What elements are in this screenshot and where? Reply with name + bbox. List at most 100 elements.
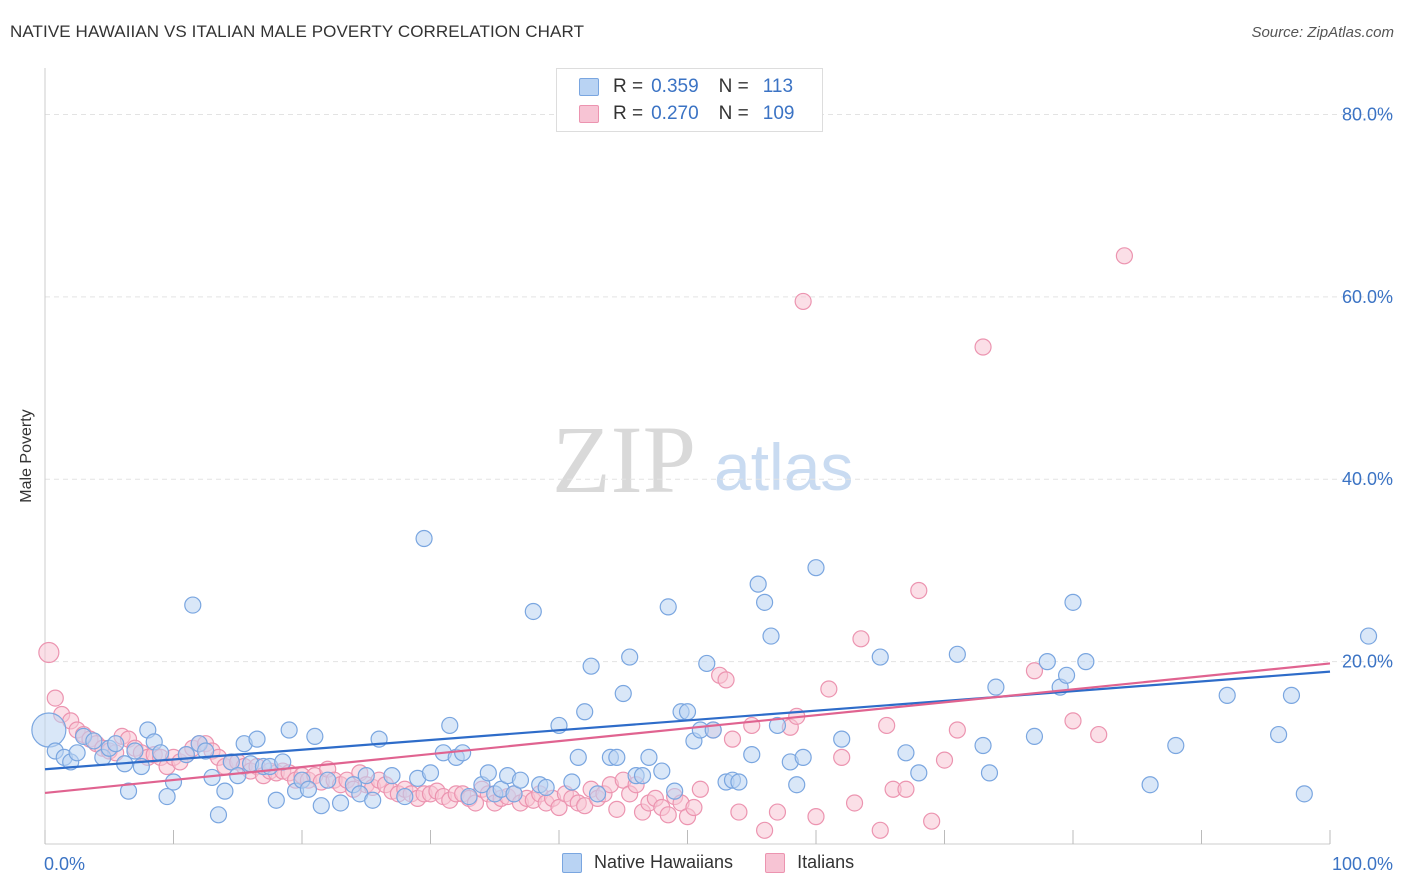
data-point <box>569 748 587 766</box>
data-point <box>762 627 780 645</box>
data-point <box>248 730 266 748</box>
data-point <box>871 648 889 666</box>
data-point <box>685 798 703 817</box>
data-point <box>608 800 626 818</box>
data-point <box>415 529 433 548</box>
data-point <box>119 782 138 800</box>
data-point <box>833 730 851 748</box>
data-point <box>280 721 298 739</box>
data-point <box>441 716 459 735</box>
data-point <box>871 821 889 839</box>
stats-row-native-hawaiians: R = 0.359 N = 113 <box>579 76 793 98</box>
data-point <box>319 771 337 789</box>
data-point <box>576 703 594 721</box>
data-point <box>659 598 677 616</box>
data-point <box>216 782 234 800</box>
data-point <box>730 803 748 821</box>
data-point <box>306 727 324 745</box>
tick-labels: 20.0% 40.0% 60.0% 80.0% 0.0% 100.0% <box>44 104 1393 874</box>
data-point <box>563 773 581 791</box>
legend-label: Italians <box>797 852 855 872</box>
data-point <box>621 648 639 666</box>
data-point <box>897 744 915 762</box>
data-point <box>1057 666 1076 684</box>
data-point <box>640 748 658 766</box>
data-point <box>164 773 183 791</box>
stats-legend: R = 0.359 N = 113 R = 0.270 N = 109 <box>556 68 823 132</box>
trend-lines <box>44 662 1331 795</box>
data-point <box>910 764 928 782</box>
data-point <box>852 630 870 648</box>
swatch-native-hawaiians <box>579 78 599 96</box>
data-point <box>794 748 812 766</box>
native-hawaiians-points <box>31 529 1378 824</box>
data-point <box>267 791 285 809</box>
legend-item-italians[interactable]: Italians <box>765 852 854 873</box>
n-value: 113 <box>762 76 794 97</box>
data-point <box>768 716 787 735</box>
data-point <box>357 767 375 785</box>
data-point <box>878 716 896 735</box>
data-point <box>1064 593 1082 611</box>
data-point <box>1167 736 1185 755</box>
data-point <box>158 787 176 806</box>
stats-row-italians: R = 0.270 N = 109 <box>579 103 794 125</box>
data-point <box>1115 247 1134 265</box>
data-point <box>312 797 330 815</box>
data-point <box>678 703 697 721</box>
data-point <box>364 791 382 809</box>
data-point <box>1090 725 1108 744</box>
trend-line-italians <box>44 662 1331 795</box>
y-tick-label: 80.0% <box>1342 104 1393 124</box>
legend-swatch-blue <box>562 852 582 873</box>
data-point <box>1025 727 1044 745</box>
data-point <box>524 602 542 621</box>
data-point <box>659 806 677 824</box>
data-point <box>698 654 716 673</box>
data-point <box>755 821 774 839</box>
x-tick-label: 100.0% <box>1332 854 1393 874</box>
chart-title: NATIVE HAWAIIAN VS ITALIAN MALE POVERTY … <box>10 22 585 41</box>
r-label: R = <box>613 103 644 124</box>
data-point <box>588 785 607 803</box>
data-point <box>691 780 709 798</box>
watermark-zip: ZIP <box>552 406 696 513</box>
data-point <box>948 645 966 663</box>
data-point <box>576 797 594 815</box>
data-point <box>1282 686 1301 704</box>
data-point <box>807 808 825 826</box>
x-tick-label: 0.0% <box>44 854 85 874</box>
watermark-atlas: atlas <box>714 430 853 504</box>
r-label: R = <box>613 76 644 97</box>
legend-item-native-hawaiians[interactable]: Native Hawaiians <box>562 852 733 873</box>
data-point <box>537 778 555 797</box>
legend-label: Native Hawaiians <box>594 852 734 872</box>
data-point <box>1218 686 1236 704</box>
data-point <box>184 596 202 614</box>
data-point <box>31 712 67 748</box>
y-tick-label: 60.0% <box>1342 287 1393 307</box>
y-tick-label: 20.0% <box>1342 652 1393 672</box>
data-point <box>1077 653 1095 671</box>
data-point <box>152 744 170 762</box>
data-point <box>749 575 767 593</box>
data-point <box>479 764 497 782</box>
data-point <box>794 292 812 311</box>
data-point <box>666 782 684 800</box>
data-point <box>38 641 60 664</box>
data-point <box>974 736 992 755</box>
data-point <box>935 751 954 769</box>
data-point <box>768 803 787 821</box>
r-value: 0.359 <box>651 76 699 97</box>
y-tick-label: 40.0% <box>1342 469 1393 489</box>
data-point <box>788 776 806 794</box>
data-point <box>1141 776 1159 794</box>
data-point <box>974 338 992 356</box>
data-point <box>910 581 928 600</box>
data-point <box>845 794 864 812</box>
data-point <box>653 762 671 780</box>
watermark: ZIP atlas <box>552 406 853 513</box>
data-point <box>980 764 999 782</box>
data-point <box>948 721 966 739</box>
data-point <box>68 744 86 762</box>
